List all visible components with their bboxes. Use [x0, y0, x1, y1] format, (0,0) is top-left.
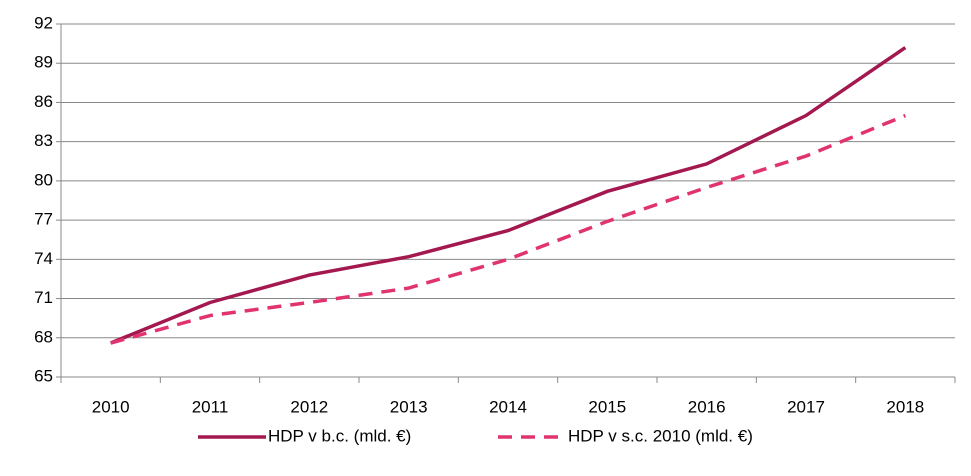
y-tick-label: 65	[34, 366, 53, 385]
y-tick-label: 71	[34, 288, 53, 307]
legend-label: HDP v b.c. (mld. €)	[268, 426, 411, 445]
x-tick-label: 2013	[390, 397, 428, 416]
y-tick-label: 83	[34, 131, 53, 150]
x-tick-label: 2016	[688, 397, 726, 416]
x-tick-label: 2012	[290, 397, 328, 416]
y-tick-label: 89	[34, 53, 53, 72]
series-line	[110, 46, 907, 345]
x-tick-label: 2010	[92, 397, 130, 416]
legend-label: HDP v s.c. 2010 (mld. €)	[568, 426, 753, 445]
y-tick-label: 86	[34, 92, 53, 111]
y-tick-label: 77	[34, 210, 53, 229]
x-tick-label: 2015	[588, 397, 626, 416]
y-tick-label: 92	[34, 13, 53, 32]
x-tick-label: 2011	[192, 397, 229, 416]
y-tick-label: 74	[34, 249, 53, 268]
x-tick-label: 2018	[886, 397, 924, 416]
y-tick-label: 68	[34, 327, 53, 346]
x-tick-label: 2017	[787, 397, 825, 416]
x-tick-label: 2014	[489, 397, 527, 416]
y-tick-label: 80	[34, 170, 53, 189]
